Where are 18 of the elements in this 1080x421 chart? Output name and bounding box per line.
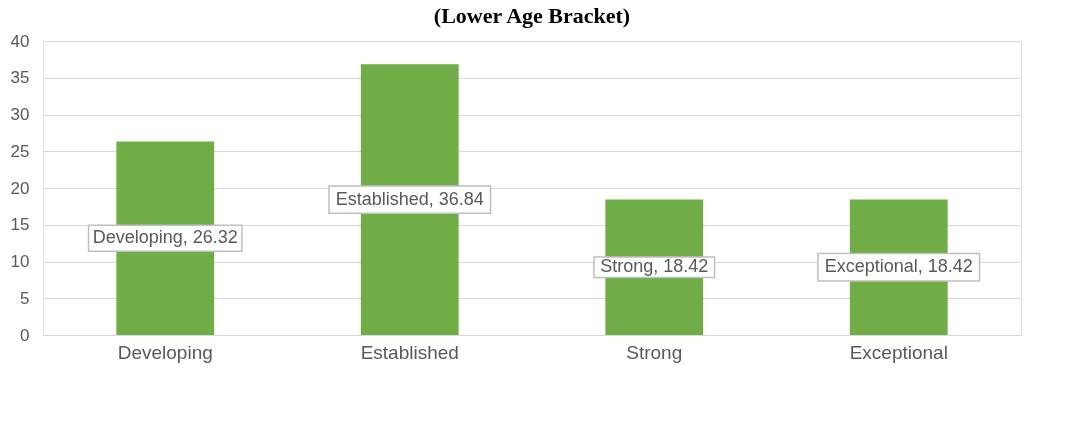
data-label: Exceptional, 18.42	[824, 256, 973, 277]
y-tick-label: 15	[10, 215, 30, 235]
y-tick-label: 5	[20, 288, 30, 308]
x-tick-label: Strong	[626, 341, 683, 363]
y-tick-label: 20	[10, 178, 30, 198]
x-tick-label: Established	[360, 341, 459, 363]
y-tick-label: 30	[10, 105, 30, 124]
x-tick-label: Developing	[117, 341, 213, 363]
y-tick-label: 25	[10, 141, 30, 161]
data-label: Strong, 18.42	[600, 256, 709, 277]
y-tick-label: 35	[10, 68, 30, 88]
y-tick-label: 40	[10, 31, 30, 51]
data-label: Developing, 26.32	[92, 227, 238, 248]
x-tick-label: Exceptional	[849, 341, 948, 363]
chart-title: (Lower Age Bracket)	[433, 3, 631, 28]
y-tick-label: 0	[20, 325, 30, 345]
y-tick-label: 10	[10, 252, 30, 271]
data-label: Established, 36.84	[335, 188, 484, 209]
